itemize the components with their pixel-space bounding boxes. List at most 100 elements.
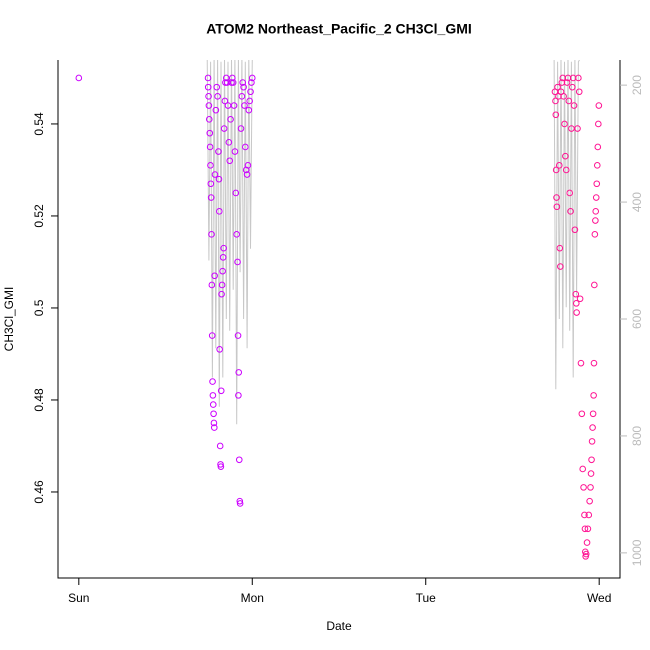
point <box>240 83 247 91</box>
point <box>588 456 595 464</box>
point <box>578 410 586 418</box>
point <box>591 281 598 289</box>
x-tick-label: Sun <box>68 591 89 605</box>
point <box>212 106 220 114</box>
x-axis-label: Date <box>326 619 352 633</box>
point <box>234 258 241 266</box>
point <box>575 74 582 82</box>
y-tick-label: 0.48 <box>32 388 46 412</box>
point <box>239 79 247 86</box>
y2-tick-label: 800 <box>630 426 644 446</box>
chart-title: ATOM2 Northeast_Pacific_2 CH3Cl_GMI <box>206 21 472 37</box>
point <box>576 295 584 303</box>
point <box>214 93 221 100</box>
y-tick-label: 0.46 <box>32 480 46 504</box>
plot-area <box>75 60 603 560</box>
point <box>235 392 242 399</box>
point <box>589 424 596 431</box>
point <box>562 152 569 160</box>
point <box>216 346 223 353</box>
point <box>593 180 601 188</box>
point <box>233 231 240 238</box>
point <box>582 550 590 558</box>
point <box>571 226 579 234</box>
point <box>232 189 240 197</box>
point <box>591 231 599 238</box>
point <box>584 525 592 533</box>
point <box>588 438 596 445</box>
point <box>207 180 215 188</box>
y2-tick-label: 1000 <box>630 539 644 566</box>
y-tick-label: 0.54 <box>32 112 46 136</box>
point <box>590 392 597 399</box>
point <box>210 424 218 431</box>
point <box>225 139 233 146</box>
point <box>592 194 600 201</box>
point <box>230 102 238 109</box>
point <box>209 378 216 385</box>
point <box>572 300 580 307</box>
point <box>556 244 564 252</box>
point <box>218 281 226 289</box>
point <box>204 83 212 91</box>
point <box>204 74 212 82</box>
point <box>580 484 587 491</box>
point <box>568 83 576 91</box>
y2-tick-label: 400 <box>630 192 644 212</box>
point <box>236 500 244 507</box>
point <box>215 148 222 155</box>
point <box>220 244 227 252</box>
point <box>586 497 593 505</box>
point <box>579 465 587 473</box>
point <box>216 208 223 215</box>
point <box>552 97 559 105</box>
point <box>75 74 83 82</box>
point <box>229 74 236 82</box>
point <box>221 97 229 105</box>
x-tick-label: Wed <box>587 591 611 605</box>
point <box>208 332 216 339</box>
point <box>206 129 214 137</box>
point <box>567 208 574 215</box>
point <box>246 97 253 105</box>
point <box>581 525 589 533</box>
point <box>217 461 224 468</box>
point <box>210 410 217 418</box>
point <box>211 171 219 178</box>
point <box>242 143 249 151</box>
point <box>211 272 218 280</box>
point <box>219 254 227 261</box>
point <box>594 143 602 151</box>
point <box>561 120 568 128</box>
point <box>553 203 561 211</box>
point <box>562 166 570 174</box>
point <box>219 267 226 275</box>
point <box>574 125 581 132</box>
point <box>248 74 256 82</box>
point <box>554 83 561 91</box>
point <box>552 166 560 174</box>
point <box>226 157 234 165</box>
point <box>581 511 588 519</box>
point <box>218 290 225 298</box>
point <box>207 194 215 201</box>
point <box>229 79 237 86</box>
point <box>593 162 601 169</box>
point <box>217 463 225 470</box>
point <box>245 106 253 114</box>
point <box>552 111 560 119</box>
point <box>560 93 567 100</box>
point <box>227 116 234 123</box>
point <box>216 442 224 450</box>
point <box>585 511 593 519</box>
point <box>209 401 217 408</box>
point <box>235 369 243 376</box>
point <box>583 539 591 546</box>
point <box>210 419 218 427</box>
point <box>577 359 585 367</box>
point <box>238 93 246 100</box>
point <box>234 332 242 339</box>
point <box>557 263 564 270</box>
point <box>570 102 578 109</box>
